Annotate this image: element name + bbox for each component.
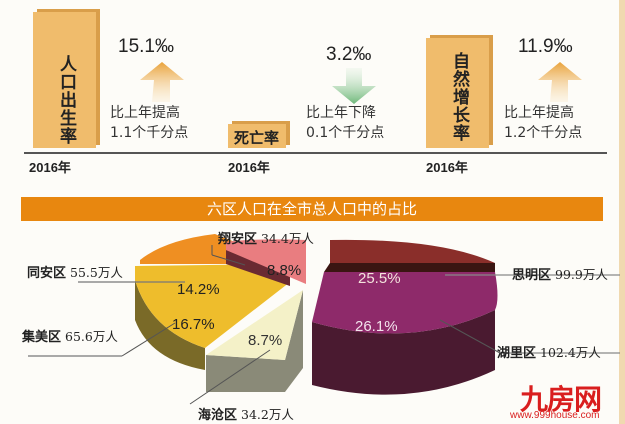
arrow-up-icon <box>538 62 582 102</box>
district-population: 34.2万人 <box>241 407 294 422</box>
district-name: 湖里区 <box>497 346 537 361</box>
slice-percent-huli: 26.1% <box>355 318 398 335</box>
year-label: 2016年 <box>228 160 270 175</box>
birth-rate-change-line1: 比上年提高 <box>110 105 180 121</box>
death-rate-change-line2: 0.1个千分点 <box>306 125 385 141</box>
slice-percent-haicang: 8.7% <box>248 332 283 349</box>
slice-percent-tongan: 14.2% <box>177 281 220 298</box>
death-rate-value: 3.2‰ <box>326 44 372 65</box>
district-label-huli: 湖里区 102.4万人 <box>497 342 601 361</box>
district-label-jimei: 集美区 65.6万人 <box>22 326 118 345</box>
district-label-xiangan: 翔安区 34.4万人 <box>218 228 314 247</box>
pie-chart <box>28 234 620 405</box>
district-name: 思明区 <box>512 268 552 283</box>
birth-rate-bar <box>33 12 96 148</box>
growth-rate-bar <box>426 38 489 148</box>
growth-rate-value: 11.9‰ <box>518 36 573 57</box>
death-rate-label: 死亡率 <box>234 129 280 147</box>
watermark-logo: 九房网 <box>520 383 602 416</box>
district-population: 55.5万人 <box>70 265 123 280</box>
death-rate-change-line1: 比上年下降 <box>306 105 376 121</box>
arrow-up-icon <box>140 62 184 102</box>
year-label: 2016年 <box>426 160 468 175</box>
district-population: 99.9万人 <box>555 267 608 282</box>
birth-rate-change-line2: 1.1个千分点 <box>110 125 189 141</box>
baseline <box>24 152 607 154</box>
district-name: 集美区 <box>22 330 62 345</box>
district-name: 翔安区 <box>218 232 258 247</box>
district-population: 34.4万人 <box>261 231 314 246</box>
death-rate-bar <box>228 124 286 148</box>
slice-percent-xiangan: 8.8% <box>267 262 302 279</box>
growth-rate-change-line1: 比上年提高 <box>504 105 574 121</box>
arrow-down-icon <box>332 68 376 104</box>
slice-percent-jimei: 16.7% <box>172 316 215 333</box>
year-label: 2016年 <box>29 160 71 175</box>
section-banner: 六区人口在全市总人口中的占比 <box>21 197 603 221</box>
birth-rate-value: 15.1‰ <box>118 36 174 57</box>
slice-percent-siming: 25.5% <box>358 270 401 287</box>
district-label-siming: 思明区 99.9万人 <box>512 264 608 283</box>
birth-rate-label: 人口出生率 <box>56 55 76 145</box>
district-name: 海沧区 <box>198 408 238 423</box>
district-label-tongan: 同安区 55.5万人 <box>27 262 123 281</box>
right-border <box>619 0 625 424</box>
growth-rate-label: 自然增长率 <box>449 52 469 142</box>
district-label-haicang: 海沧区 34.2万人 <box>198 404 294 423</box>
district-population: 102.4万人 <box>540 345 601 360</box>
district-name: 同安区 <box>27 266 67 281</box>
watermark-url: www.999house.com <box>510 410 600 421</box>
growth-rate-change-line2: 1.2个千分点 <box>504 125 583 141</box>
district-population: 65.6万人 <box>65 329 118 344</box>
